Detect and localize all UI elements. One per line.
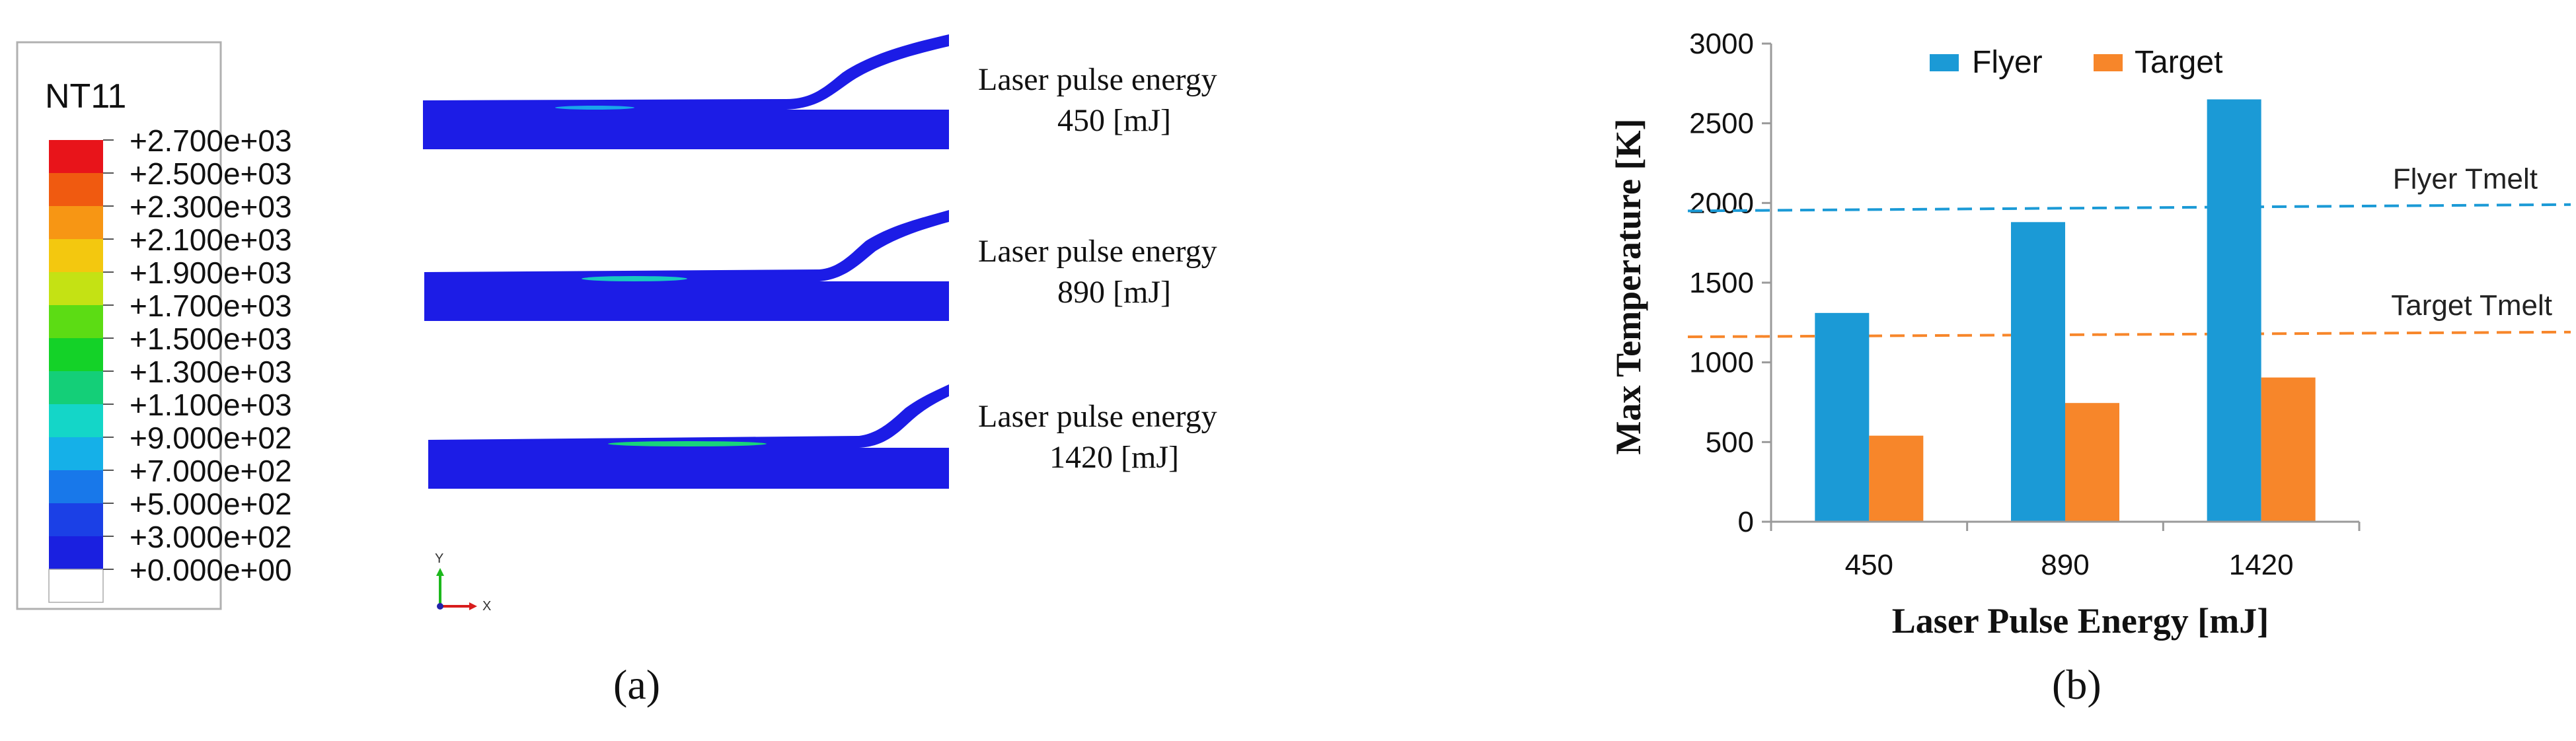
contour-legend-band — [49, 173, 103, 206]
x-axis-ticks: 450 890 1420 — [1770, 522, 2361, 581]
legend-label: Flyer — [1972, 45, 2043, 80]
contour-legend-label: +1.900e+03 — [130, 256, 292, 290]
y-tick-label: 0 — [1738, 506, 1754, 538]
contour-legend-band — [49, 437, 103, 470]
simulation-strip-450: Laser pulse energy 450 [mJ] — [423, 34, 1217, 149]
x-tick-label: 890 — [2041, 549, 2089, 581]
contour-legend-label: +9.000e+02 — [130, 421, 292, 455]
contour-legend-label: +1.700e+03 — [130, 289, 292, 323]
legend-swatch — [1930, 54, 1959, 71]
target-plate — [428, 448, 949, 489]
panel-a-caption: (a) — [613, 661, 660, 708]
contour-legend-band — [49, 470, 103, 503]
y-tick-label: 2500 — [1689, 108, 1754, 140]
simulation-strip-890: Laser pulse energy 890 [mJ] — [424, 210, 1217, 321]
flyer-plate — [423, 34, 949, 111]
x-axis-title: Laser Pulse Energy [mJ] — [1892, 601, 2269, 641]
sim-label-line1: Laser pulse energy — [978, 234, 1217, 269]
bar-chart: 0 500 1000 1500 2000 2500 3000 450 890 1420 Flye… — [1609, 28, 2571, 708]
contour-legend-label: +1.500e+03 — [130, 322, 292, 356]
contour-legend-band — [49, 503, 103, 536]
reference-line-label: Target Tmelt — [2391, 289, 2552, 322]
y-axis-title: Max Temperature [K] — [1609, 119, 1648, 455]
contour-legend-label: +3.000e+02 — [130, 520, 292, 554]
triad-origin — [437, 603, 443, 610]
contour-legend-label: +7.000e+02 — [130, 454, 292, 488]
contour-legend-label: +1.100e+03 — [130, 388, 292, 422]
hot-spot — [582, 276, 687, 281]
contour-legend-label: +5.000e+02 — [130, 487, 292, 521]
contour-legend: NT11 +2.700e+03+2.500e+03+2.300e+03+2.10… — [16, 41, 292, 610]
x-tick-label: 1420 — [2229, 549, 2294, 581]
contour-legend-label: +2.500e+03 — [130, 157, 292, 191]
axis-triad: Y X — [435, 551, 491, 614]
legend-label: Target — [2135, 45, 2222, 80]
contour-legend-label: +2.700e+03 — [130, 124, 292, 158]
target-plate — [424, 281, 949, 321]
contour-legend-label: +0.000e+00 — [130, 553, 292, 587]
simulation-strip-1420: Laser pulse energy 1420 [mJ] — [428, 384, 1217, 489]
triad-x-arrowhead — [469, 602, 477, 610]
contour-legend-band — [49, 371, 103, 404]
bars — [1815, 99, 2316, 522]
bar-target-890 — [2065, 403, 2119, 522]
panel-b-caption: (b) — [2052, 661, 2102, 708]
panel-a: NT11 +2.700e+03+2.500e+03+2.300e+03+2.10… — [16, 34, 1217, 708]
contour-legend-band — [49, 404, 103, 437]
contour-legend-title: NT11 — [45, 77, 126, 116]
sim-label-line2: 890 [mJ] — [1057, 275, 1171, 310]
bar-flyer-890 — [2011, 222, 2065, 522]
contour-legend-label: +1.300e+03 — [130, 355, 292, 389]
contour-legend-band — [49, 140, 103, 173]
contour-legend-bands — [48, 140, 104, 603]
hot-spot — [608, 441, 767, 446]
flyer-plate — [424, 210, 949, 283]
legend-swatch — [2094, 54, 2123, 71]
bar-target-450 — [1869, 435, 1924, 522]
target-plate — [423, 110, 949, 149]
y-tick-label: 3000 — [1689, 28, 1754, 60]
contour-legend-band — [49, 206, 103, 239]
y-axis-ticks: 0 500 1000 1500 2000 2500 3000 — [1689, 28, 1771, 538]
contour-legend-label: +2.100e+03 — [130, 223, 292, 257]
triad-x-label: X — [482, 599, 491, 614]
flyer-plate — [428, 384, 949, 449]
sim-label-line2: 1420 [mJ] — [1049, 440, 1179, 475]
y-tick-label: 2000 — [1689, 187, 1754, 219]
contour-legend-band — [49, 239, 103, 272]
x-tick-label: 450 — [1845, 549, 1893, 581]
triad-y-arrowhead — [436, 568, 444, 576]
reference-lines: Flyer Tmelt Target Tmelt — [1687, 163, 2571, 339]
contour-legend-band — [48, 569, 104, 603]
y-tick-label: 1000 — [1689, 347, 1754, 379]
contour-legend-band — [49, 272, 103, 305]
hot-spot — [555, 106, 634, 110]
reference-line — [1687, 203, 2571, 213]
contour-legend-label: +2.300e+03 — [130, 190, 292, 224]
contour-legend-band — [49, 536, 103, 569]
contour-legend-band — [49, 338, 103, 371]
sim-label-line1: Laser pulse energy — [978, 62, 1217, 97]
contour-legend-labels: +2.700e+03+2.500e+03+2.300e+03+2.100e+03… — [103, 124, 292, 587]
chart-legend: Flyer Target — [1930, 45, 2222, 80]
y-tick-label: 500 — [1706, 426, 1754, 458]
sim-label-line2: 450 [mJ] — [1057, 103, 1171, 138]
bar-flyer-450 — [1815, 312, 1870, 522]
reference-line-label: Flyer Tmelt — [2393, 163, 2538, 195]
bar-flyer-1420 — [2207, 99, 2261, 522]
sim-label-line1: Laser pulse energy — [978, 399, 1217, 434]
bar-target-1420 — [2261, 377, 2316, 522]
contour-legend-band — [49, 305, 103, 338]
y-tick-label: 1500 — [1689, 267, 1754, 299]
triad-y-label: Y — [435, 551, 443, 566]
